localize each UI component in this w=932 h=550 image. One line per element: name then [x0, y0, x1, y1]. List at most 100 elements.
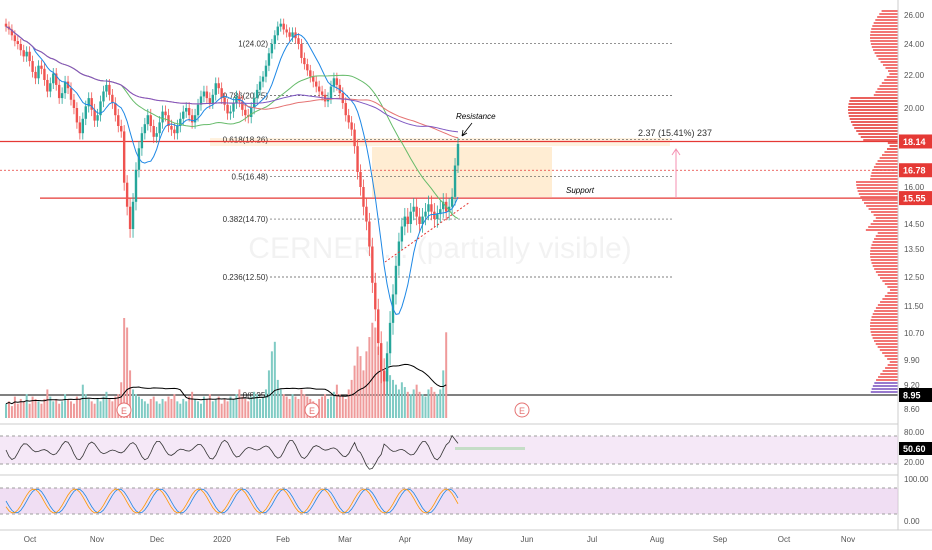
volume-profile-bar: [878, 58, 898, 60]
candle-body: [87, 98, 90, 107]
candle-body: [442, 201, 445, 210]
volume-profile-bar: [879, 85, 898, 87]
volume-profile-bar: [878, 376, 898, 378]
candle-body: [72, 99, 76, 108]
volume-bar: [197, 401, 200, 418]
volume-bar: [93, 403, 96, 418]
volume-bar: [442, 370, 445, 418]
candle-body: [406, 216, 409, 224]
volume-profile-bar: [882, 298, 898, 300]
volume-profile-bar: [873, 166, 898, 168]
candle-body: [382, 370, 386, 382]
candle-body: [164, 111, 167, 116]
candle-body: [182, 111, 185, 119]
volume-bar: [430, 387, 433, 418]
stochastic-pane[interactable]: [0, 487, 898, 515]
volume-profile-bar: [856, 181, 898, 183]
volume-bar: [102, 396, 105, 418]
volume-profile-bar: [877, 16, 898, 18]
candle-body: [202, 91, 206, 97]
volume-bar: [253, 391, 256, 418]
volume-bars: [5, 318, 448, 418]
candle-body: [208, 98, 212, 104]
candle-body: [75, 108, 79, 123]
volume-bar: [43, 398, 46, 418]
candle-body: [276, 26, 279, 36]
candle-body: [430, 204, 433, 212]
volume-bar: [297, 398, 300, 418]
stoch-line: [5, 488, 459, 514]
candle-body: [309, 70, 312, 77]
candle-body: [456, 144, 460, 166]
volume-bar: [421, 394, 424, 418]
volume-bar: [394, 384, 397, 418]
candle-body: [297, 38, 300, 44]
candle-body: [152, 126, 155, 137]
volume-bar: [276, 379, 279, 418]
volume-bar: [170, 398, 173, 418]
time-tick-label: Feb: [276, 535, 290, 544]
volume-bar: [126, 327, 129, 418]
volume-profile-bar: [870, 259, 898, 261]
candle-body: [19, 44, 22, 51]
volume-profile-bar: [882, 370, 898, 372]
volume-bar: [146, 403, 149, 418]
volume-bar: [427, 389, 430, 418]
volume-profile-bar: [879, 157, 898, 159]
volume-profile-bar: [866, 205, 898, 207]
volume-bar: [58, 403, 61, 418]
volume-profile-bar: [884, 151, 898, 153]
volume-bar: [300, 389, 303, 418]
price-label-tag: [899, 388, 932, 402]
time-tick-label: Apr: [399, 535, 412, 544]
volume-profile-bar: [887, 286, 898, 288]
rsi-pane[interactable]: [0, 434, 898, 470]
earnings-marker[interactable]: E: [304, 402, 320, 418]
volume-profile-bar: [854, 127, 898, 129]
symbol-watermark: CERNER ... (partially visible): [248, 232, 631, 265]
volume-bar: [111, 401, 114, 418]
volume-bar: [365, 351, 368, 418]
volume-bar: [10, 406, 13, 418]
volume-profile-bar: [874, 52, 898, 54]
candle-body: [146, 115, 150, 125]
candle-body: [63, 81, 67, 94]
candle-body: [264, 65, 268, 77]
volume-bar: [72, 403, 75, 418]
fib-label: 0.5(16.48): [232, 173, 269, 182]
volume-bar: [173, 394, 176, 418]
candle-body: [84, 106, 87, 119]
earnings-marker[interactable]: E: [514, 402, 530, 418]
volume-profile-bar: [871, 244, 898, 246]
candle-body: [306, 64, 309, 71]
candle-body: [365, 206, 368, 222]
price-tick-label: 12.50: [904, 273, 925, 282]
candle-body: [359, 171, 362, 187]
volume-bar: [392, 379, 395, 418]
volume-profile-bar: [876, 55, 898, 57]
candle-body: [179, 118, 182, 126]
candle-body: [10, 29, 14, 36]
volume-bar: [22, 401, 25, 418]
candle-body: [371, 246, 374, 283]
time-axis[interactable]: Oct Nov Dec 2020 Feb Mar Apr May Jun Jul Aug Sep Oct…: [24, 535, 855, 544]
volume-profile-bar: [872, 169, 898, 171]
volume-profile-bar: [871, 316, 898, 318]
volume-bar: [164, 401, 167, 418]
candle-body: [347, 115, 350, 123]
volume-profile-bar: [874, 268, 898, 270]
volume-bar: [332, 391, 335, 418]
earnings-marker[interactable]: E: [116, 402, 132, 418]
price-label-tag: [899, 191, 932, 206]
measure-arrow-head: [671, 148, 681, 156]
volume-profile-bar: [887, 292, 898, 294]
volume-bar: [389, 375, 392, 418]
price-label-text: 16.78: [903, 166, 926, 176]
volume-bar: [256, 394, 259, 418]
volume-bar: [344, 398, 347, 418]
volume-bar: [400, 382, 403, 418]
price-tick-label: 11.50: [904, 302, 924, 311]
candle-body: [314, 81, 318, 87]
price-tick-label: 16.00: [904, 183, 925, 192]
